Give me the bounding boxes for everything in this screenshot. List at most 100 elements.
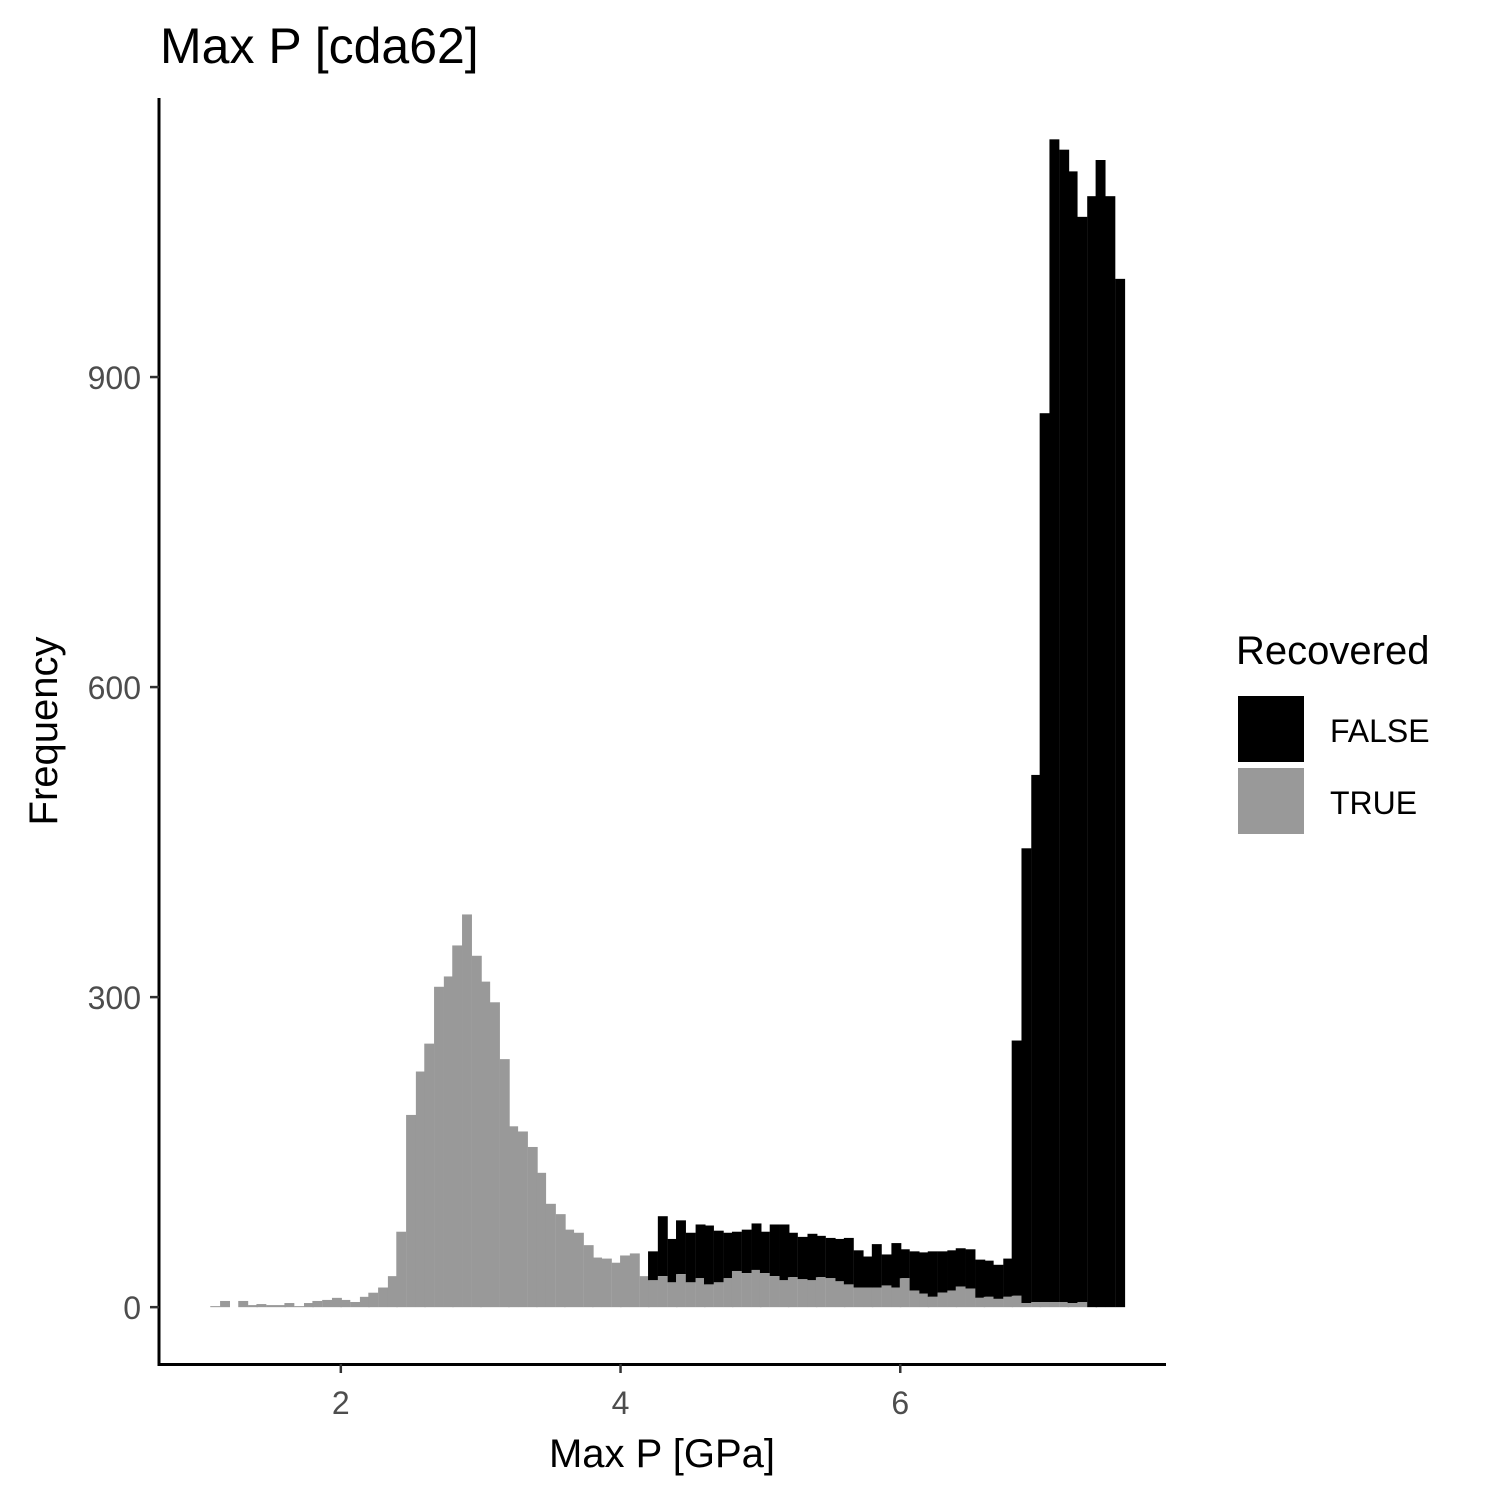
legend-key-true: [1238, 768, 1304, 834]
bar-true: [815, 1277, 826, 1308]
legend-label-true: TRUE: [1330, 785, 1417, 821]
bar-false: [993, 1264, 1004, 1299]
bar-false: [881, 1254, 892, 1286]
bar-false: [853, 1250, 864, 1288]
bar-true: [881, 1285, 892, 1308]
bar-true: [452, 945, 463, 1308]
legend-label-false: FALSE: [1330, 713, 1430, 749]
bar-true: [294, 1306, 305, 1308]
bar-false: [1049, 139, 1060, 1302]
bar-false: [1059, 149, 1070, 1302]
bar-true: [1011, 1295, 1022, 1308]
bar-false: [825, 1237, 836, 1279]
y-ticks-group: 0 300 600 900: [88, 360, 159, 1326]
bar-true: [769, 1276, 780, 1308]
bar-true: [657, 1276, 668, 1308]
legend: Recovered FALSE TRUE: [1236, 629, 1430, 834]
bar-false: [723, 1232, 734, 1279]
bar-false: [1021, 848, 1032, 1304]
bar-false: [797, 1236, 808, 1280]
bar-false: [648, 1251, 658, 1281]
bar-true: [975, 1297, 986, 1308]
bar-true: [238, 1300, 249, 1308]
bar-true: [564, 1229, 575, 1308]
bar-false: [676, 1220, 686, 1275]
bar-false: [759, 1231, 770, 1274]
bar-true: [592, 1257, 603, 1308]
bar-false: [937, 1251, 948, 1293]
bar-true: [639, 1276, 650, 1308]
bar-true: [648, 1280, 658, 1308]
bar-true: [797, 1279, 808, 1308]
bar-true: [611, 1262, 622, 1308]
bar-false: [779, 1224, 790, 1281]
bar-true: [937, 1292, 948, 1308]
bar-true: [340, 1299, 351, 1308]
bar-true: [983, 1296, 994, 1308]
bar-true: [517, 1131, 528, 1308]
bar-false: [1011, 1040, 1022, 1296]
bar-true: [378, 1287, 389, 1308]
bar-false: [843, 1237, 854, 1285]
y-tick-label: 900: [88, 360, 141, 396]
bar-false: [815, 1235, 826, 1278]
bar-true: [629, 1253, 640, 1308]
bar-true: [284, 1303, 295, 1308]
bar-false: [899, 1249, 910, 1279]
bar-false: [965, 1249, 976, 1289]
bar-true: [331, 1297, 342, 1308]
bar-true: [741, 1273, 752, 1308]
bar-true: [919, 1293, 930, 1308]
bar-true: [387, 1276, 398, 1308]
bar-false: [1105, 196, 1116, 1308]
bar-true: [527, 1146, 538, 1308]
bar-true: [471, 955, 482, 1308]
bar-true: [248, 1305, 258, 1308]
bar-true: [751, 1269, 762, 1308]
chart-title: Max P [cda62]: [160, 18, 479, 74]
bar-true: [322, 1299, 333, 1308]
bar-true: [909, 1290, 920, 1308]
bar-false: [975, 1259, 986, 1298]
x-tick-label: 2: [332, 1385, 350, 1421]
bar-true: [703, 1284, 714, 1308]
bar-true: [899, 1278, 910, 1308]
bar-true: [1039, 1301, 1050, 1308]
bar-false: [983, 1260, 994, 1297]
bar-false: [1087, 196, 1098, 1308]
y-tick-label: 300: [88, 980, 141, 1016]
bar-true: [863, 1287, 874, 1308]
bar-false: [863, 1256, 874, 1288]
bar-false: [769, 1224, 780, 1277]
bar-true: [1049, 1301, 1060, 1308]
bar-true: [601, 1258, 612, 1308]
bar-false: [1031, 774, 1042, 1302]
bar-true: [1077, 1301, 1088, 1308]
bar-true: [667, 1282, 678, 1308]
x-tick-label: 6: [891, 1385, 909, 1421]
bar-true: [807, 1280, 818, 1308]
bars-group: [210, 139, 1126, 1308]
bar-true: [359, 1296, 370, 1308]
legend-title: Recovered: [1236, 629, 1429, 673]
bar-true: [555, 1214, 566, 1308]
bar-true: [490, 1002, 500, 1308]
bar-true: [731, 1270, 742, 1308]
bar-false: [1077, 216, 1088, 1302]
bar-false: [871, 1244, 882, 1288]
bar-true: [1031, 1301, 1042, 1308]
bar-true: [210, 1306, 221, 1308]
y-tick-label: 0: [123, 1290, 141, 1326]
bar-true: [835, 1281, 846, 1308]
bar-true: [443, 976, 454, 1308]
bar-false: [695, 1224, 706, 1279]
bar-false: [919, 1252, 930, 1294]
bar-false: [891, 1243, 902, 1288]
bar-false: [741, 1229, 752, 1274]
bar-true: [685, 1282, 696, 1308]
x-tick-label: 4: [612, 1385, 630, 1421]
bar-true: [220, 1300, 230, 1308]
bar-true: [825, 1278, 836, 1308]
bar-true: [508, 1126, 519, 1308]
bar-false: [1003, 1258, 1014, 1297]
